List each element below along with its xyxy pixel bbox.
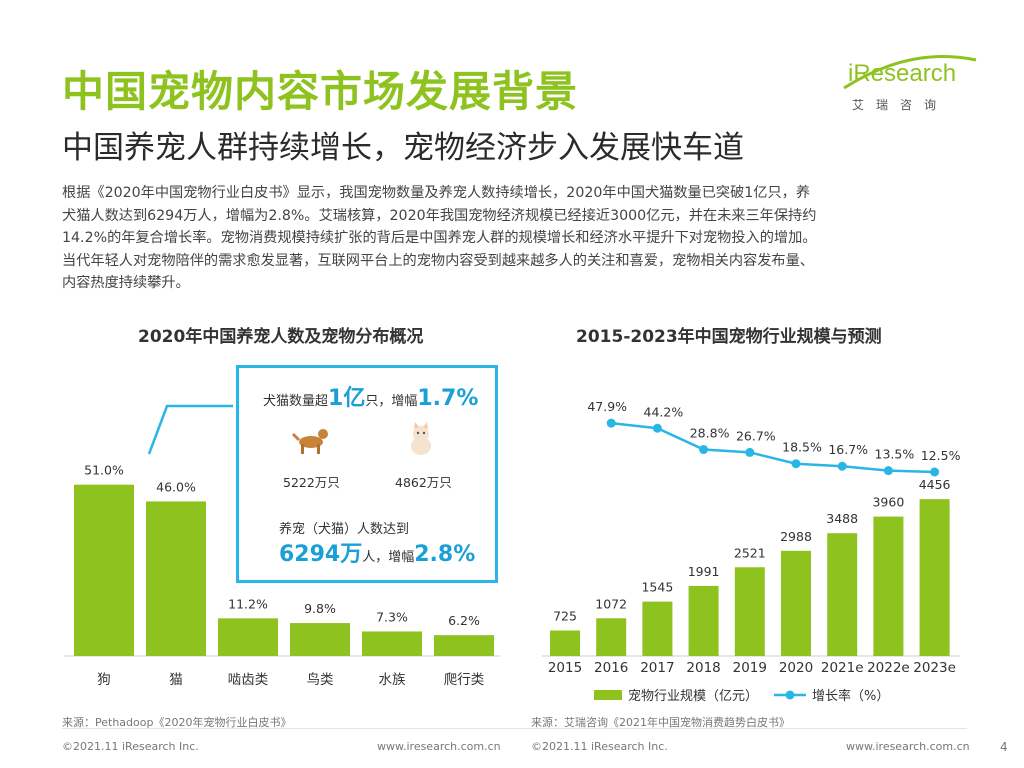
right-source: 来源：艾瑞咨询《2021年中国宠物消费趋势白皮书》 — [531, 716, 790, 729]
bar — [919, 499, 950, 656]
paragraph-line: 内容热度持续攀升。 — [62, 275, 190, 292]
right-chart-title: 2015-2023年中国宠物行业规模与预测 — [576, 327, 882, 347]
bar-value-label: 6.2% — [448, 613, 480, 628]
bar-value-label: 1545 — [641, 580, 673, 595]
iresearch-logo: iResearch 艾瑞咨询 — [840, 52, 990, 114]
page-title: 中国宠物内容市场发展背景 — [62, 67, 579, 116]
growth-point — [652, 423, 662, 433]
cat-count: 4862万只 — [395, 475, 452, 490]
dog-count: 5222万只 — [283, 475, 340, 490]
bar-value-label: 51.0% — [84, 463, 124, 478]
growth-value-label: 47.9% — [587, 399, 627, 414]
category-label: 猫 — [169, 672, 183, 688]
footer-divider — [62, 728, 967, 729]
callout-line3: 6294万人，增幅2.8% — [279, 542, 476, 567]
category-label: 2021e — [821, 660, 864, 676]
bar — [434, 635, 494, 656]
category-label: 2015 — [548, 660, 582, 676]
logo-swoosh-icon — [843, 55, 977, 90]
left-chart: 51.0% 狗 46.0% 猫 11.2% 啮齿类 9.8% 鸟类 7.3% 水族 6.2% 爬行类 — [64, 463, 500, 688]
bar-value-label: 9.8% — [304, 601, 336, 616]
growth-value-label: 12.5% — [921, 448, 961, 463]
footer-copyright-right: ©2021.11 iResearch Inc. — [531, 740, 668, 753]
bar-value-label: 2521 — [734, 545, 766, 560]
growth-point — [606, 418, 616, 428]
growth-value-label: 16.7% — [828, 442, 868, 457]
growth-value-label: 26.7% — [736, 428, 776, 443]
footer-copyright-left: ©2021.11 iResearch Inc. — [62, 740, 199, 753]
bar — [290, 623, 350, 656]
category-label: 爬行类 — [444, 672, 485, 688]
logo-word: iResearch — [848, 60, 957, 87]
bar-value-label: 1072 — [595, 596, 627, 611]
stats-callout: 犬猫数量超1亿只，增幅1.7% 5222万只 4862万只 养宠（犬猫）人数达到… — [236, 365, 498, 583]
paragraph-line: 当代年轻人对宠物陪伴的需求愈发显著，互联网平台上的宠物内容受到越来越多人的关注和… — [62, 252, 814, 269]
growth-point — [883, 466, 893, 476]
left-chart-title: 2020年中国养宠人数及宠物分布概况 — [138, 327, 424, 347]
bar — [362, 631, 422, 656]
bar — [734, 567, 765, 656]
dog-icon — [291, 429, 328, 454]
bar — [218, 618, 278, 656]
bar-value-label: 2988 — [780, 529, 812, 544]
intro-paragraph: 根据《2020年中国宠物行业白皮书》显示，我国宠物数量及养宠人数持续增长，202… — [62, 182, 967, 295]
bar — [550, 630, 580, 656]
callout-line2: 养宠（犬猫）人数达到 — [279, 522, 410, 537]
bar — [74, 484, 134, 656]
bar — [688, 585, 719, 656]
bar — [873, 516, 904, 656]
bar — [642, 601, 673, 656]
left-source: 来源：Pethadoop《2020年宠物行业白皮书》 — [62, 716, 292, 729]
cat-icon — [411, 422, 431, 455]
growth-point — [745, 447, 755, 457]
growth-line — [611, 421, 935, 474]
paragraph-line: 犬猫人数达到6294万人，增幅为2.8%。艾瑞核算，2020年我国宠物经济规模已… — [62, 207, 817, 224]
footer-url-left[interactable]: www.iresearch.com.cn — [377, 740, 501, 753]
legend-bar-label: 宠物行业规模（亿元） — [628, 688, 758, 704]
category-label: 2018 — [686, 660, 720, 676]
growth-point — [930, 467, 940, 477]
bar-value-label: 4456 — [919, 477, 951, 492]
category-label: 鸟类 — [307, 672, 334, 688]
category-label: 啮齿类 — [228, 672, 269, 688]
bar — [827, 533, 858, 656]
category-label: 2017 — [640, 660, 674, 676]
bar-value-label: 7.3% — [376, 609, 408, 624]
bar-value-label: 3960 — [872, 495, 904, 510]
bar-value-label: 11.2% — [228, 596, 268, 611]
growth-value-label: 44.2% — [644, 404, 684, 419]
right-chart: 725 2015 1072 2016 1545 2017 1991 2018 2521 2019 2… — [542, 399, 961, 704]
legend-bar-swatch — [594, 690, 622, 700]
legend-line-label: 增长率（%） — [812, 688, 889, 704]
category-label: 2022e — [867, 660, 910, 676]
bar — [781, 550, 811, 656]
category-label: 2023e — [913, 660, 956, 676]
page-subtitle: 中国养宠人群持续增长，宠物经济步入发展快车道 — [62, 130, 744, 166]
category-label: 2019 — [733, 660, 767, 676]
growth-point — [837, 461, 847, 471]
callout-connector — [147, 404, 233, 455]
category-label: 2020 — [779, 660, 813, 676]
growth-value-label: 28.8% — [690, 426, 730, 441]
bar-value-label: 46.0% — [156, 479, 196, 494]
page-number: 4 — [1000, 740, 1008, 754]
legend-line-marker — [785, 690, 795, 700]
paragraph-line: 14.2%的年复合增长率。宠物消费规模持续扩张的背后是中国养宠人群的规模增长和经… — [62, 230, 817, 247]
bar — [596, 618, 627, 656]
category-label: 狗 — [97, 672, 111, 688]
growth-point — [791, 459, 801, 469]
growth-value-label: 13.5% — [875, 447, 915, 462]
category-label: 2016 — [594, 660, 628, 676]
callout-line1: 犬猫数量超1亿只，增幅1.7% — [263, 386, 479, 411]
logo-cn: 艾瑞咨询 — [852, 98, 949, 112]
paragraph-line: 根据《2020年中国宠物行业白皮书》显示，我国宠物数量及养宠人数持续增长，202… — [62, 185, 811, 201]
bar-value-label: 1991 — [688, 564, 720, 579]
footer-url-right[interactable]: www.iresearch.com.cn — [846, 740, 970, 753]
bar-value-label: 725 — [553, 608, 577, 623]
bar — [146, 501, 206, 656]
bar-value-label: 3488 — [826, 511, 858, 526]
category-label: 水族 — [379, 672, 406, 688]
growth-value-label: 18.5% — [782, 440, 822, 455]
growth-point — [699, 445, 709, 455]
